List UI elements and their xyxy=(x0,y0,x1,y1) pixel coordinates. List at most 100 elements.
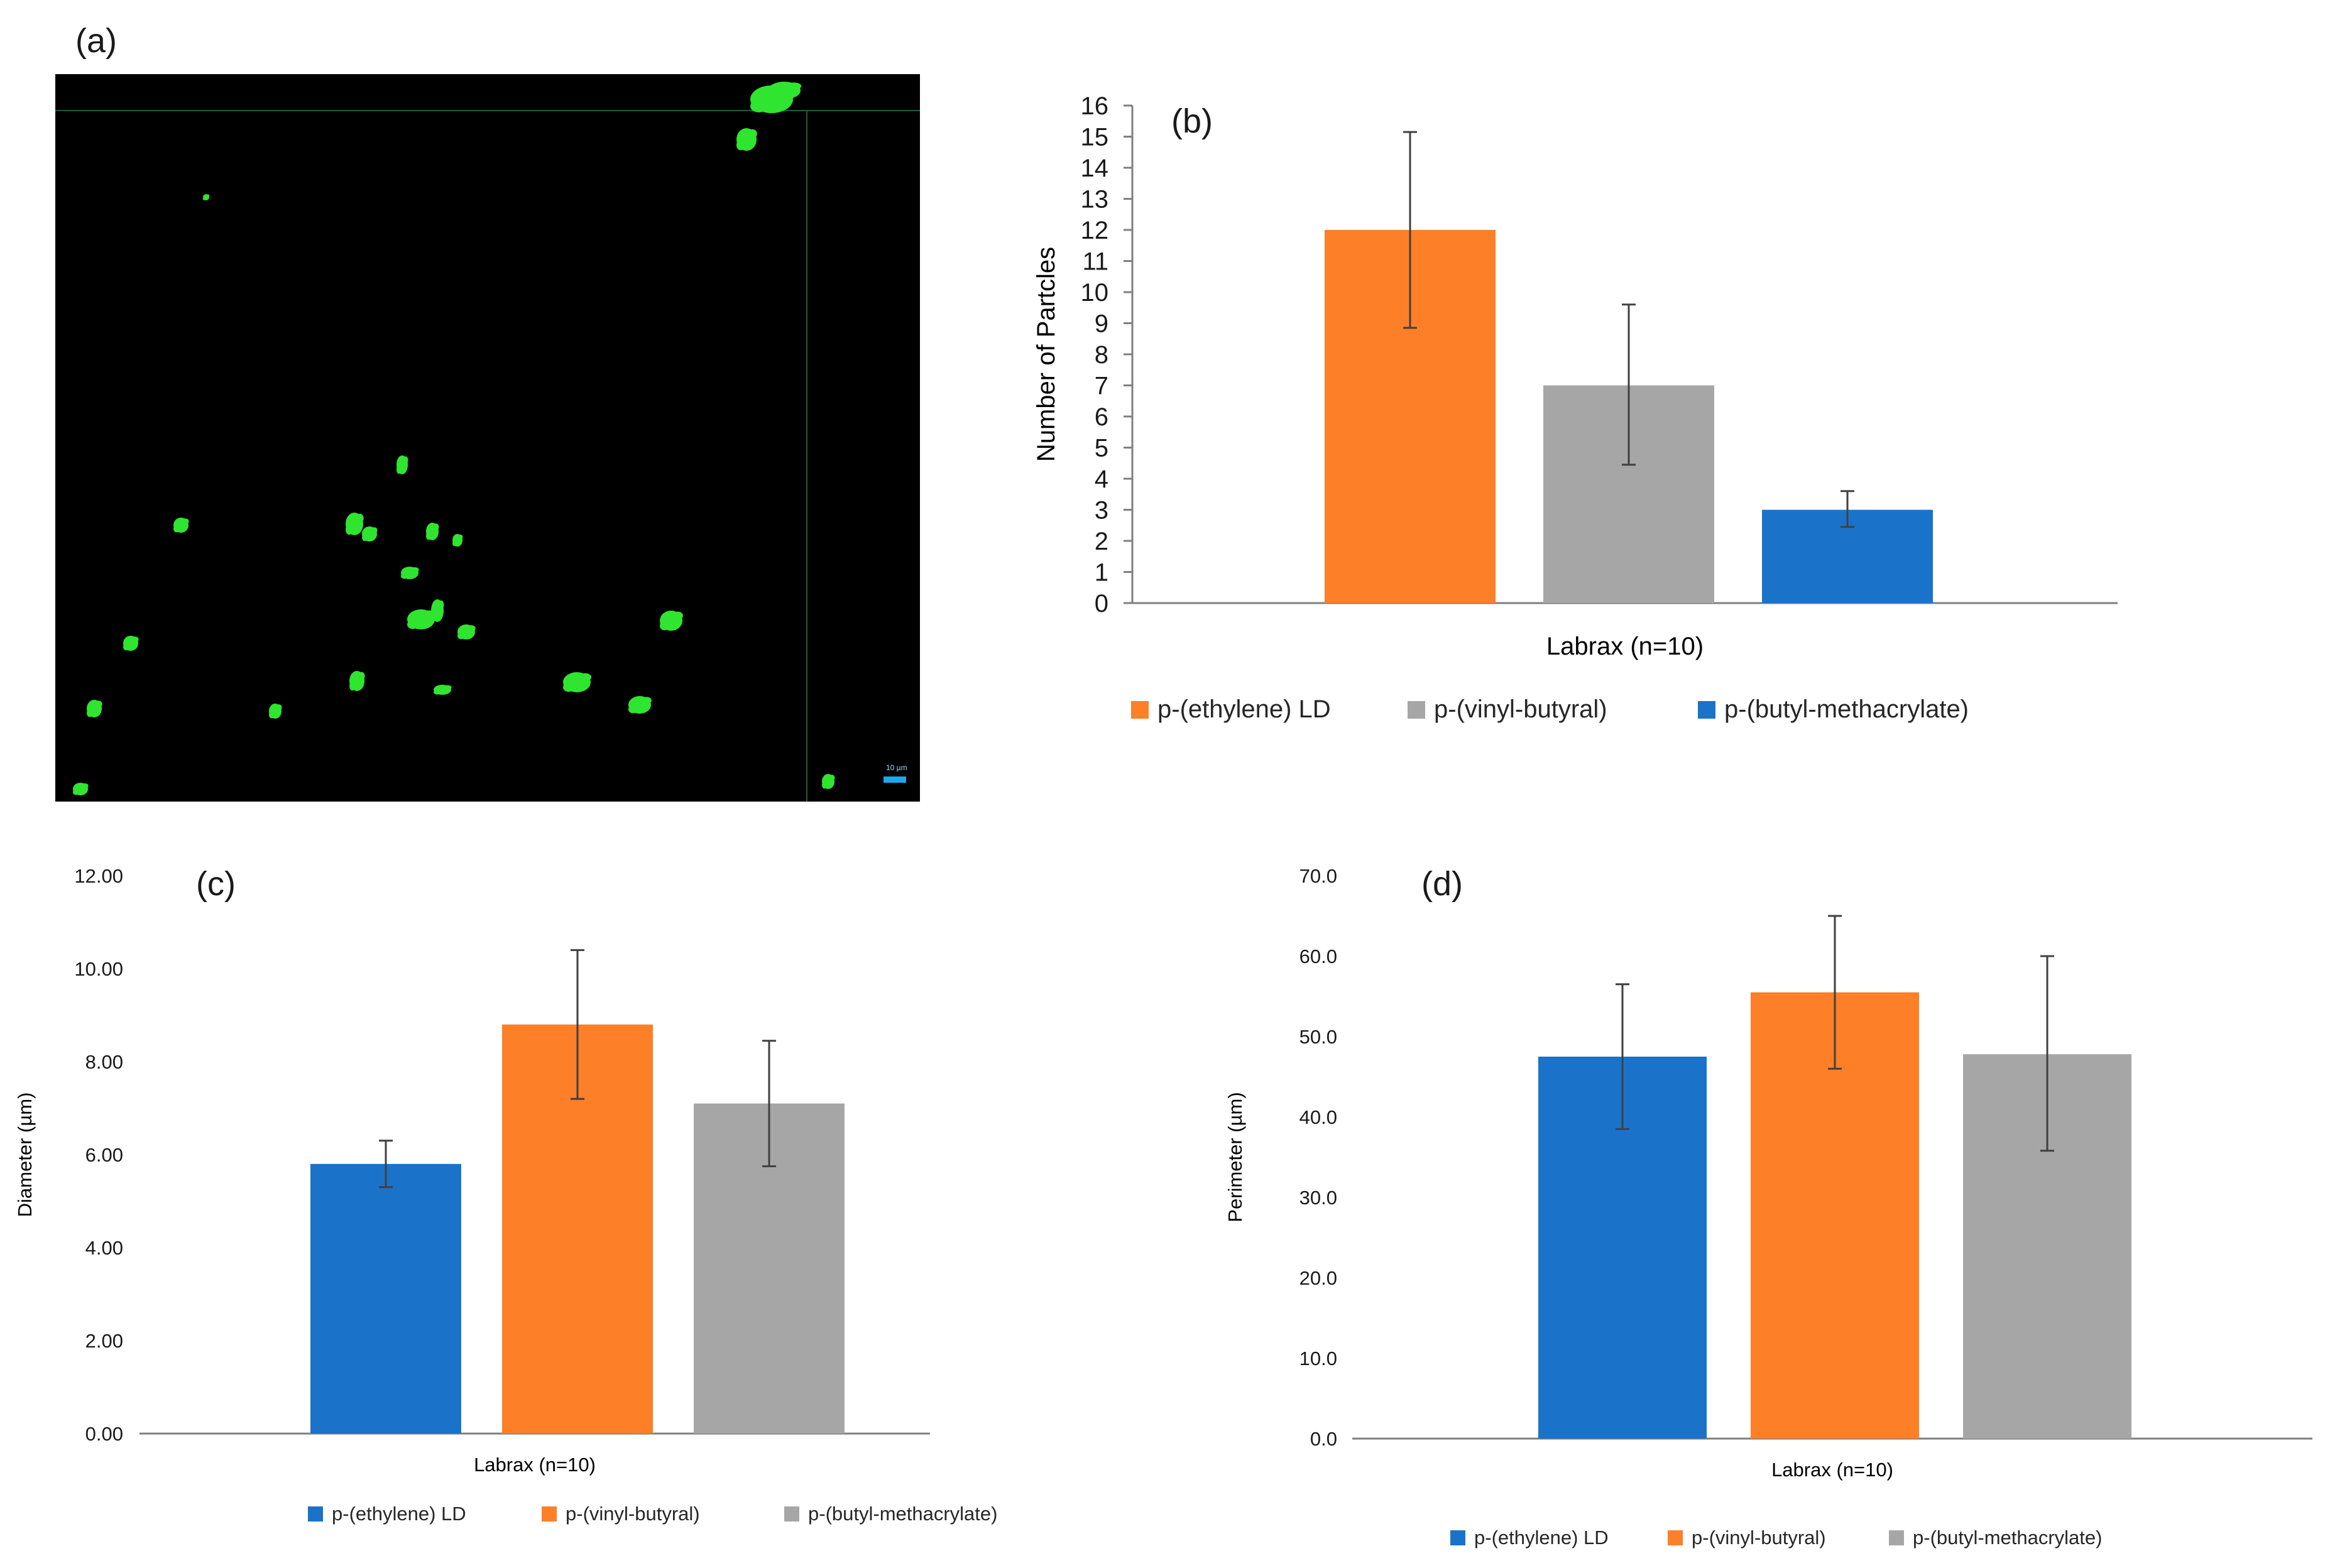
legend-swatch xyxy=(1668,1530,1683,1545)
chart-d-y-label: Perimeter (µm) xyxy=(1224,1092,1246,1222)
chart-c-y-ticks: 0.00 2.00 4.00 6.00 8.00 10.00 12.00 xyxy=(74,865,123,1445)
chart-b-x-label: Labrax (n=10) xyxy=(1546,633,1704,660)
green-particle xyxy=(349,671,365,691)
green-particle xyxy=(628,696,652,714)
green-particle xyxy=(563,672,592,692)
green-particle xyxy=(73,783,89,795)
y-tick-label: 50.0 xyxy=(1299,1026,1337,1048)
legend-item: p-(vinyl-butyral) xyxy=(542,1503,700,1525)
legend-item: p-(ethylene) LD xyxy=(1450,1527,1609,1549)
y-tick-label: 20.0 xyxy=(1299,1267,1337,1289)
y-tick-label: 2 xyxy=(1095,528,1108,555)
legend-swatch xyxy=(1131,701,1149,719)
y-tick-label: 0 xyxy=(1095,590,1108,618)
legend-swatch xyxy=(1698,701,1715,719)
y-tick-label: 10.0 xyxy=(1299,1348,1337,1369)
y-tick-label: 0.0 xyxy=(1310,1428,1337,1450)
green-particle xyxy=(362,526,378,542)
panel-label-b: (b) xyxy=(1171,102,1213,140)
green-particle xyxy=(269,704,282,719)
green-particle xyxy=(397,455,408,474)
green-particle xyxy=(123,636,139,651)
chart-b-y-label: Number of Partcles xyxy=(1032,247,1060,462)
green-particle xyxy=(346,513,364,535)
green-particle xyxy=(457,624,476,640)
y-tick-label: 8 xyxy=(1095,341,1108,369)
error-bar xyxy=(1622,303,1636,466)
y-tick-label: 40.0 xyxy=(1299,1106,1337,1128)
y-tick-label: 0.00 xyxy=(85,1423,123,1445)
green-particle xyxy=(203,194,210,200)
y-tick-label: 1 xyxy=(1095,559,1108,587)
legend-label: p-(ethylene) LD xyxy=(1157,695,1331,723)
y-tick-label: 4 xyxy=(1095,466,1108,493)
legend-swatch xyxy=(1450,1530,1465,1545)
y-tick-label: 6 xyxy=(1095,403,1108,431)
green-particle xyxy=(401,567,419,579)
particle-cluster xyxy=(73,82,835,795)
legend-item: p-(vinyl-butyral) xyxy=(1668,1527,1826,1549)
chart-d-x-label: Labrax (n=10) xyxy=(1771,1459,1893,1481)
y-tick-label: 70.0 xyxy=(1299,865,1337,887)
legend-item: p-(butyl-methacrylate) xyxy=(784,1503,997,1525)
legend-label: p-(butyl-methacrylate) xyxy=(1913,1527,2102,1549)
panel-label-d: (d) xyxy=(1421,865,1463,903)
microscopy-image: 10 µm xyxy=(55,74,920,802)
panel-label-c: (c) xyxy=(196,865,236,903)
error-bar xyxy=(571,949,584,1100)
legend-swatch xyxy=(1889,1530,1904,1545)
legend-swatch xyxy=(308,1506,323,1522)
y-tick-label: 7 xyxy=(1095,373,1108,400)
green-particle xyxy=(768,82,802,99)
y-tick-label: 16 xyxy=(1081,92,1109,120)
error-bar xyxy=(1828,915,1842,1070)
error-bar xyxy=(2040,955,2054,1152)
green-particle xyxy=(736,128,757,151)
y-tick-label: 10.00 xyxy=(74,958,123,980)
green-particle xyxy=(431,599,444,622)
legend-swatch xyxy=(542,1506,557,1522)
legend-item: p-(butyl-methacrylate) xyxy=(1698,695,1969,723)
legend-label: p-(vinyl-butyral) xyxy=(1434,695,1607,723)
green-particle xyxy=(434,685,452,695)
legend-label: p-(butyl-methacrylate) xyxy=(1724,695,1969,723)
y-tick-label: 60.0 xyxy=(1299,945,1337,967)
chart-d-y-ticks: 0.0 10.0 20.0 30.0 40.0 50.0 60.0 70.0 xyxy=(1299,865,1337,1450)
green-particle xyxy=(426,523,439,540)
error-bar xyxy=(379,1140,393,1189)
legend-swatch xyxy=(1408,701,1425,719)
green-particle xyxy=(173,518,189,533)
y-tick-label: 12.00 xyxy=(74,865,123,887)
scale-bar-label: 10 µm xyxy=(886,763,907,772)
chart-c-x-label: Labrax (n=10) xyxy=(474,1454,596,1476)
y-tick-label: 8.00 xyxy=(85,1051,123,1073)
green-particle xyxy=(452,534,463,547)
y-tick-label: 3 xyxy=(1095,497,1108,525)
legend-item: p-(ethylene) LD xyxy=(1131,695,1331,723)
error-bar xyxy=(1841,490,1854,528)
error-bar xyxy=(1403,131,1417,329)
legend-item: p-(ethylene) LD xyxy=(308,1503,466,1525)
y-tick-label: 10 xyxy=(1081,279,1109,307)
legend-label: p-(vinyl-butyral) xyxy=(1692,1527,1826,1549)
y-tick-label: 2.00 xyxy=(85,1330,123,1352)
y-tick-label: 30.0 xyxy=(1299,1187,1337,1209)
legend-label: p-(ethylene) LD xyxy=(332,1503,466,1525)
y-tick-label: 11 xyxy=(1082,248,1108,276)
legend-label: p-(ethylene) LD xyxy=(1474,1527,1609,1549)
chart-c-y-label: Diameter (µm) xyxy=(14,1092,36,1217)
legend-label: p-(vinyl-butyral) xyxy=(566,1503,700,1525)
legend-item: p-(butyl-methacrylate) xyxy=(1889,1527,2102,1549)
error-bar xyxy=(762,1040,776,1167)
panel-label-a: (a) xyxy=(75,22,117,60)
y-tick-label: 9 xyxy=(1095,310,1108,338)
legend-item: p-(vinyl-butyral) xyxy=(1408,695,1607,723)
error-bar xyxy=(1616,983,1629,1130)
y-tick-label: 4.00 xyxy=(85,1237,123,1259)
microscopy-canvas: 10 µm xyxy=(55,82,920,802)
legend-swatch xyxy=(784,1506,799,1522)
